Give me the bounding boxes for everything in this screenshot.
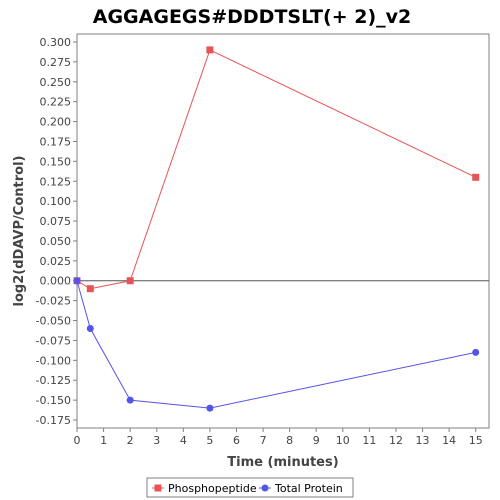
x-tick-label: 6 xyxy=(233,434,240,447)
x-tick-label: 5 xyxy=(206,434,213,447)
legend: Phosphopeptide Total Protein xyxy=(146,477,354,498)
x-tick-label: 11 xyxy=(362,434,376,447)
y-tick-label: 0.000 xyxy=(40,275,72,288)
y-tick-label: 0.100 xyxy=(40,195,72,208)
x-tick-label: 12 xyxy=(389,434,403,447)
legend-marker-square xyxy=(154,484,162,492)
series-total-protein xyxy=(73,277,480,412)
x-tick-label: 4 xyxy=(180,434,187,447)
data-point-total-protein xyxy=(73,277,81,285)
data-point-total-protein xyxy=(86,325,94,333)
x-tick-label: 10 xyxy=(336,434,350,447)
legend-items: Phosphopeptide Total Protein xyxy=(152,482,343,495)
x-axis-label: Time (minutes) xyxy=(227,455,338,470)
y-tick-label: 0.250 xyxy=(40,76,72,89)
y-tick-label: 0.025 xyxy=(40,255,72,268)
y-tick-label: 0.200 xyxy=(40,116,72,129)
data-point-phosphopeptide xyxy=(86,285,94,293)
x-tick-label: 13 xyxy=(416,434,430,447)
y-tick-label: -0.050 xyxy=(36,315,71,328)
x-tick-label: 14 xyxy=(442,434,456,447)
legend-label: Total Protein xyxy=(274,482,343,495)
y-axis-label: log2(dDAVP/Control) xyxy=(12,156,27,307)
y-axis: -0.175 -0.150 -0.125 -0.100 -0.075 -0.050 -0.0… xyxy=(36,36,77,427)
x-tick-label: 8 xyxy=(286,434,293,447)
y-tick-label: -0.100 xyxy=(36,354,71,367)
x-tick-label: 3 xyxy=(153,434,160,447)
y-tick-label: 0.275 xyxy=(40,56,72,69)
data-point-total-protein xyxy=(206,404,214,412)
x-tick-label: 1 xyxy=(100,434,107,447)
x-tick-label: 15 xyxy=(469,434,483,447)
y-tick-label: -0.175 xyxy=(36,414,71,427)
y-tick-label: 0.225 xyxy=(40,96,72,109)
series-layer xyxy=(73,46,480,412)
legend-item-phosphopeptide: Phosphopeptide xyxy=(152,482,257,495)
y-tick-label: -0.075 xyxy=(36,334,71,347)
data-point-total-protein xyxy=(126,396,134,404)
y-tick-label: 0.075 xyxy=(40,215,72,228)
y-tick-label: 0.125 xyxy=(40,175,72,188)
legend-marker-circle xyxy=(261,484,269,492)
legend-item-total-protein: Total Protein xyxy=(259,482,343,495)
legend-label: Phosphopeptide xyxy=(168,482,257,495)
y-tick-label: -0.125 xyxy=(36,374,71,387)
y-tick-label: 0.050 xyxy=(40,235,72,248)
data-point-phosphopeptide xyxy=(126,277,134,285)
chart-title: AGGAGEGS#DDDTSLT(+ 2)_v2 xyxy=(93,6,411,28)
y-tick-label: 0.300 xyxy=(40,36,72,49)
x-tick-label: 0 xyxy=(74,434,81,447)
data-point-phosphopeptide xyxy=(206,46,214,54)
legend-box xyxy=(146,477,354,498)
y-tick-label: -0.150 xyxy=(36,394,71,407)
x-tick-label: 9 xyxy=(313,434,320,447)
y-tick-label: 0.175 xyxy=(40,135,72,148)
plot-area xyxy=(76,33,490,429)
x-tick-label: 2 xyxy=(127,434,134,447)
x-tick-label: 7 xyxy=(260,434,267,447)
y-tick-label: 0.150 xyxy=(40,155,72,168)
data-point-phosphopeptide xyxy=(472,173,480,181)
data-point-total-protein xyxy=(472,348,480,356)
x-axis: 0 1 2 3 4 5 6 7 8 9 10 11 12 13 14 15 xyxy=(74,428,483,447)
y-tick-label: -0.025 xyxy=(36,295,71,308)
